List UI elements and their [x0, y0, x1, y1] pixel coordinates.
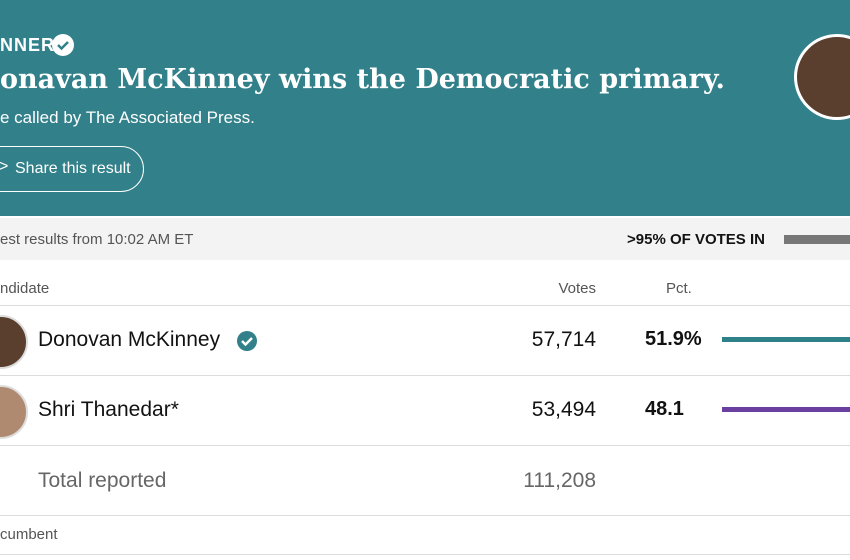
- col-header: ndidate: [0, 280, 50, 297]
- winner-photo: [794, 34, 850, 120]
- candidate-row: Shri Thanedar* 53,494 48.1: [0, 375, 850, 446]
- winner-banner: NNER onavan McKinney wins the Democratic…: [0, 0, 850, 216]
- candidate-name: Shri Thanedar*: [38, 398, 179, 421]
- total-label: Total reported: [38, 469, 167, 492]
- candidate-votes: 57,714: [531, 328, 596, 351]
- total-votes: 111,208: [523, 469, 596, 492]
- headline: onavan McKinney wins the Democratic prim…: [0, 64, 725, 95]
- pct-bar: [722, 337, 850, 342]
- status-bar: est results from 10:02 AM ET >95% OF VOT…: [0, 218, 850, 260]
- check-icon: [52, 34, 74, 56]
- col-header: Votes: [558, 280, 596, 297]
- candidate-name: Donovan McKinney: [38, 328, 221, 351]
- updated-time: est results from 10:02 AM ET: [0, 231, 194, 248]
- pct-bar: [722, 407, 850, 412]
- candidate-photo: [0, 315, 28, 369]
- reporting-bar: [784, 235, 850, 244]
- footnote: cumbent: [0, 526, 58, 543]
- share-button[interactable]: Share this result >: [0, 146, 144, 192]
- share-icon[interactable]: >: [0, 158, 9, 175]
- candidate-pct: 51.9%: [645, 328, 702, 350]
- subline: e called by The Associated Press.: [0, 108, 255, 127]
- footnote-row: cumbent: [0, 515, 850, 555]
- winner-label: NNER: [0, 35, 56, 55]
- col-header: Pct.: [666, 280, 692, 297]
- candidate-pct: 48.1: [645, 398, 684, 420]
- candidate-photo: [0, 385, 28, 439]
- candidate-votes: 53,494: [531, 398, 596, 421]
- reporting: >95% OF VOTES IN: [627, 231, 765, 248]
- winner-check: [237, 331, 257, 351]
- total-row: Total reported 111,208: [0, 445, 850, 516]
- candidate-row: Donovan McKinney 57,714 51.9%: [0, 305, 850, 376]
- share-text[interactable]: Share this result: [15, 160, 131, 177]
